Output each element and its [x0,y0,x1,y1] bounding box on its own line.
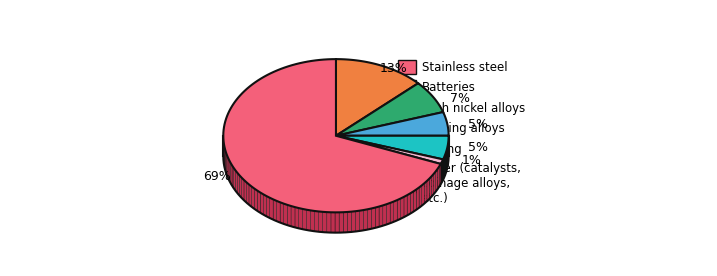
Polygon shape [429,176,432,199]
Polygon shape [401,197,404,219]
Polygon shape [270,198,273,220]
Polygon shape [432,174,434,197]
Polygon shape [436,169,437,192]
Polygon shape [227,155,228,178]
Polygon shape [434,172,436,194]
Polygon shape [410,192,413,214]
Polygon shape [226,152,227,175]
Polygon shape [336,83,443,136]
Polygon shape [260,192,263,215]
Polygon shape [424,181,427,203]
Polygon shape [336,59,418,136]
Polygon shape [422,183,424,206]
Legend: Stainless steel, Batteries, High nickel alloys, Casting alloys, Plating, Other (: Stainless steel, Batteries, High nickel … [393,55,530,210]
Polygon shape [277,201,280,222]
Polygon shape [331,212,335,233]
Polygon shape [228,157,229,181]
Polygon shape [371,208,375,229]
Polygon shape [263,194,267,216]
Polygon shape [232,165,234,188]
Polygon shape [419,185,422,208]
Polygon shape [359,210,364,231]
Polygon shape [336,112,449,136]
Polygon shape [255,189,257,211]
Polygon shape [367,208,371,230]
Polygon shape [390,201,394,223]
Polygon shape [375,206,379,228]
Polygon shape [288,205,291,226]
Polygon shape [310,210,315,231]
Polygon shape [323,212,327,232]
Polygon shape [439,164,441,187]
Polygon shape [347,212,351,232]
Text: 5%: 5% [468,141,488,154]
Polygon shape [235,170,237,193]
Text: 13%: 13% [379,62,407,75]
Polygon shape [307,210,310,231]
Polygon shape [225,149,226,172]
Text: 7%: 7% [450,92,470,105]
Polygon shape [397,198,401,220]
Polygon shape [299,208,303,229]
Polygon shape [394,200,397,222]
Polygon shape [249,184,252,207]
Polygon shape [343,212,347,232]
Polygon shape [383,204,386,226]
Polygon shape [237,173,239,196]
Polygon shape [242,178,244,200]
Polygon shape [413,190,417,212]
Polygon shape [267,196,270,218]
Polygon shape [229,160,230,183]
Polygon shape [230,163,232,186]
Polygon shape [315,211,318,232]
Text: 5%: 5% [468,118,488,131]
Polygon shape [404,195,407,217]
Polygon shape [427,179,429,201]
Polygon shape [379,205,383,227]
Polygon shape [364,209,367,230]
Polygon shape [407,193,410,216]
Polygon shape [273,199,277,221]
Polygon shape [303,209,307,230]
Polygon shape [280,202,284,224]
Polygon shape [223,59,441,212]
Polygon shape [417,187,419,210]
Polygon shape [336,136,443,164]
Polygon shape [239,175,242,198]
Polygon shape [327,212,331,233]
Polygon shape [257,190,260,213]
Polygon shape [356,211,359,232]
Polygon shape [284,204,288,225]
Polygon shape [244,180,247,203]
Polygon shape [295,207,299,228]
Polygon shape [386,203,390,224]
Polygon shape [336,136,449,160]
Polygon shape [291,206,295,227]
Text: 69%: 69% [203,170,231,183]
Polygon shape [351,211,356,232]
Polygon shape [437,166,439,189]
Text: 1%: 1% [462,154,482,167]
Polygon shape [234,168,235,191]
Polygon shape [252,187,255,209]
Polygon shape [247,182,249,205]
Polygon shape [339,212,343,233]
Polygon shape [335,212,339,233]
Polygon shape [318,211,323,232]
